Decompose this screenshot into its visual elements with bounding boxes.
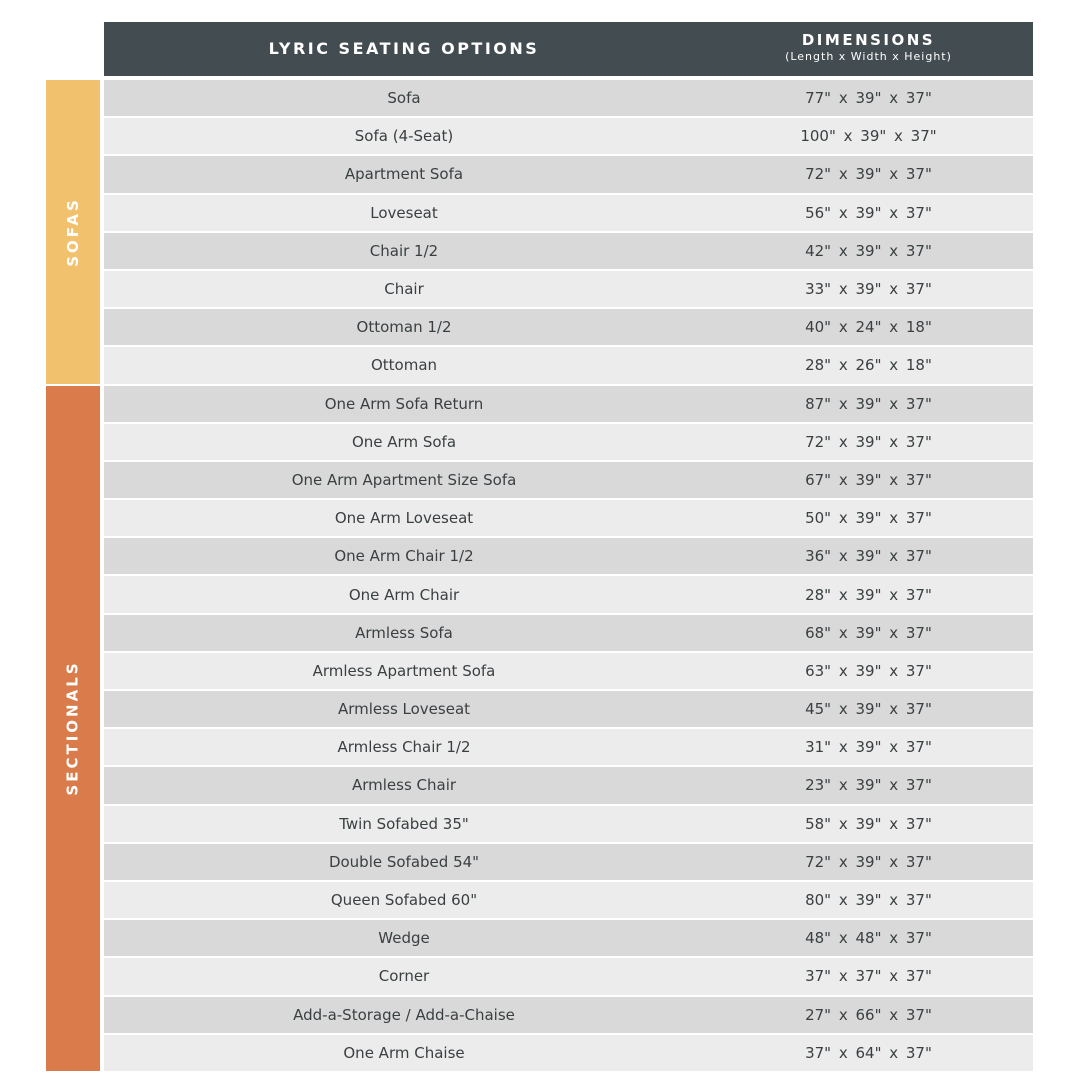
item-dimensions: 28" x 26" x 18"	[805, 356, 932, 375]
table-row: One Arm Sofa 72" x 39" x 37"	[104, 423, 1033, 460]
item-dimensions: 56" x 39" x 37"	[805, 203, 932, 222]
table-row: One Arm Apartment Size Sofa 67" x 39" x 3…	[104, 461, 1033, 499]
table-row: One Arm Chair 28" x 39" x 37"	[104, 576, 1033, 613]
item-dimensions: 37" x 64" x 37"	[805, 1043, 932, 1062]
table-row: Chair 33" x 39" x 37"	[104, 270, 1033, 308]
item-name: Twin Sofabed 35"	[339, 814, 469, 833]
group-label-sectionals: SECTIONALS	[46, 385, 100, 1072]
item-dimensions: 72" x 39" x 37"	[805, 165, 932, 184]
item-name: Queen Sofabed 60"	[330, 891, 478, 910]
item-name: Wedge	[378, 929, 430, 948]
header-dimensions: DIMENSIONS (Length x Width x Height)	[704, 31, 1033, 64]
item-dimensions: 28" x 39" x 37"	[805, 585, 932, 604]
item-dimensions: 72" x 39" x 37"	[805, 432, 932, 451]
table-row: One Arm Chaise 37" x 64" x 37"	[104, 1034, 1033, 1071]
item-dimensions: 67" x 39" x 37"	[805, 470, 932, 489]
item-name: Apartment Sofa	[344, 165, 464, 184]
item-dimensions: 100" x 39" x 37"	[800, 127, 937, 146]
table-body: Sofa 77" x 39" x 37" Sofa (4-Seat) 100" x 3…	[104, 80, 1033, 1073]
item-name: Armless Chair	[351, 776, 457, 795]
item-dimensions: 80" x 39" x 37"	[805, 891, 932, 910]
group-label-sofas: SOFAS	[46, 80, 100, 384]
item-name: One Arm Chaise	[343, 1043, 465, 1062]
item-name: Corner	[378, 967, 430, 986]
table-row: Wedge 48" x 48" x 37"	[104, 920, 1033, 957]
table-row: Armless Apartment Sofa 63" x 39" x 37"	[104, 652, 1033, 689]
table-row: Queen Sofabed 60" 80" x 39" x 37"	[104, 881, 1033, 919]
item-name: Armless Sofa	[355, 623, 453, 642]
item-name: Armless Chair 1/2	[337, 738, 471, 757]
item-dimensions: 36" x 39" x 37"	[805, 547, 932, 566]
dimensions-subtitle: (Length x Width x Height)	[785, 50, 952, 63]
item-name: Double Sofabed 54"	[328, 852, 480, 871]
group-label-text: SOFAS	[64, 197, 82, 267]
item-name: Armless Loveseat	[337, 700, 471, 719]
table-row: One Arm Sofa Return 87" x 39" x 37"	[104, 385, 1033, 422]
table-row: Armless Loveseat 45" x 39" x 37"	[104, 691, 1033, 728]
item-name: Add-a-Storage / Add-a-Chaise	[293, 1005, 515, 1024]
table-row: Chair 1/2 42" x 39" x 37"	[104, 232, 1033, 269]
table-row: One Arm Loveseat 50" x 39" x 37"	[104, 500, 1033, 537]
item-dimensions: 37" x 37" x 37"	[805, 967, 932, 986]
item-dimensions: 48" x 48" x 37"	[805, 929, 932, 948]
table-row: Armless Chair 23" x 39" x 37"	[104, 767, 1033, 804]
item-name: Sofa	[387, 89, 421, 108]
item-dimensions: 68" x 39" x 37"	[805, 623, 932, 642]
item-dimensions: 31" x 39" x 37"	[805, 738, 932, 757]
item-name: One Arm Apartment Size Sofa	[291, 470, 517, 489]
table-row: Ottoman 1/2 40" x 24" x 18"	[104, 309, 1033, 346]
item-dimensions: 45" x 39" x 37"	[805, 700, 932, 719]
item-name: Ottoman	[370, 356, 438, 375]
item-name: Ottoman 1/2	[356, 318, 452, 337]
item-name: Chair	[384, 280, 424, 299]
table-row: One Arm Chair 1/2 36" x 39" x 37"	[104, 538, 1033, 575]
table-row: Sofa 77" x 39" x 37"	[104, 80, 1033, 117]
item-name: One Arm Chair	[348, 585, 460, 604]
header-title: LYRIC SEATING OPTIONS	[268, 39, 540, 58]
item-dimensions: 23" x 39" x 37"	[805, 776, 932, 795]
item-dimensions: 50" x 39" x 37"	[805, 509, 932, 528]
table-row: Apartment Sofa 72" x 39" x 37"	[104, 156, 1033, 193]
table-row: Sofa (4-Seat) 100" x 39" x 37"	[104, 118, 1033, 155]
item-dimensions: 63" x 39" x 37"	[805, 661, 932, 680]
group-label-text: SECTIONALS	[64, 660, 82, 796]
table-row: Armless Sofa 68" x 39" x 37"	[104, 614, 1033, 651]
item-name: Chair 1/2	[369, 241, 439, 260]
item-name: Armless Apartment Sofa	[312, 661, 496, 680]
item-name: Sofa (4-Seat)	[354, 127, 454, 146]
item-name: One Arm Chair 1/2	[334, 547, 474, 566]
item-dimensions: 72" x 39" x 37"	[805, 852, 932, 871]
table-header: LYRIC SEATING OPTIONS DIMENSIONS (Length…	[104, 22, 1033, 76]
table-row: Ottoman 28" x 26" x 18"	[104, 347, 1033, 384]
item-name: One Arm Sofa	[351, 432, 457, 451]
dimensions-title: DIMENSIONS	[801, 31, 936, 49]
table-row: Double Sofabed 54" 72" x 39" x 37"	[104, 843, 1033, 880]
item-dimensions: 87" x 39" x 37"	[805, 394, 932, 413]
item-name: One Arm Loveseat	[334, 509, 474, 528]
table-row: Armless Chair 1/2 31" x 39" x 37"	[104, 729, 1033, 766]
item-dimensions: 33" x 39" x 37"	[805, 280, 932, 299]
item-dimensions: 58" x 39" x 37"	[805, 814, 932, 833]
table-row: Add-a-Storage / Add-a-Chaise 27" x 66" x …	[104, 996, 1033, 1033]
item-name: Loveseat	[370, 203, 438, 222]
item-dimensions: 40" x 24" x 18"	[805, 318, 932, 337]
item-dimensions: 27" x 66" x 37"	[805, 1005, 932, 1024]
table-row: Loveseat 56" x 39" x 37"	[104, 194, 1033, 231]
item-dimensions: 42" x 39" x 37"	[805, 241, 932, 260]
table-row: Twin Sofabed 35" 58" x 39" x 37"	[104, 805, 1033, 842]
item-name: One Arm Sofa Return	[324, 394, 484, 413]
item-dimensions: 77" x 39" x 37"	[805, 89, 932, 108]
table-row: Corner 37" x 37" x 37"	[104, 958, 1033, 995]
